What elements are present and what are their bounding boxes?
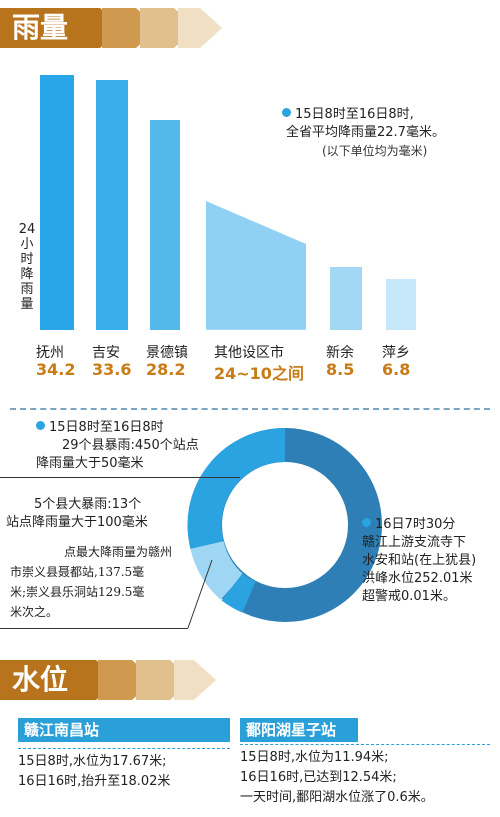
category-label: 萍乡 xyxy=(382,345,410,361)
max-line-1: 点最大降雨量为赣州 xyxy=(64,545,173,559)
category-label: 抚州 xyxy=(36,345,64,361)
bullet-dot-icon xyxy=(282,108,291,117)
storm-note-right: 16日7时30分 赣江上游支流寺下 水安和站(在上犹县) 洪峰水位252.01米… xyxy=(362,516,500,606)
max-line-3: 米;崇义县乐洞站129.5毫 xyxy=(10,585,145,599)
storm-line-2: 29个县暴雨:450个站点 xyxy=(62,438,199,453)
header-chevron xyxy=(200,8,222,48)
right-line-1: 16日7时30分 xyxy=(375,517,456,532)
header-band-2 xyxy=(98,660,132,700)
leader-line xyxy=(0,477,240,478)
station-xingzi-text: 15日8时,水位为11.94米; 16日16时,已达到12.54米; 一天时间,… xyxy=(240,748,498,808)
value-label: 28.2 xyxy=(146,360,186,379)
right-line-5: 超警戒0.01米。 xyxy=(362,589,456,604)
rain-section-title: 雨量 xyxy=(0,8,100,48)
max-line-4: 米次之。 xyxy=(10,605,59,619)
station-xingzi-title: 鄱阳湖星子站 xyxy=(240,718,358,742)
section-divider xyxy=(10,408,490,412)
st1-line-1: 15日8时,水位为17.67米; xyxy=(18,754,167,769)
header-band-3 xyxy=(136,660,170,700)
header-band-2 xyxy=(102,8,136,48)
storm-note-top: 15日8时至16日8时 29个县暴雨:450个站点 降雨量大于50毫米 xyxy=(36,419,266,473)
storm-line-1: 15日8时至16日8时 xyxy=(49,420,164,435)
category-label: 其他设区市 xyxy=(214,345,284,361)
st2-line-1: 15日8时,水位为11.94米; xyxy=(240,750,389,765)
category-label: 景德镇 xyxy=(146,345,188,361)
station-divider xyxy=(240,744,490,745)
bar-3 xyxy=(206,201,306,330)
bar-2 xyxy=(150,119,180,330)
donut-segment-mid xyxy=(187,427,286,550)
right-line-2: 赣江上游支流寺下 xyxy=(362,535,467,550)
donut-segment-mid-2 xyxy=(221,573,257,613)
summary-line-1: 15日8时至16日8时, xyxy=(295,107,414,122)
value-label: 24~10之间 xyxy=(214,364,304,383)
category-label: 新余 xyxy=(326,345,354,361)
header-chevron xyxy=(194,660,216,700)
bar-1 xyxy=(96,79,128,330)
bar-0 xyxy=(40,75,74,330)
header-band-4 xyxy=(174,660,194,700)
bar-4 xyxy=(330,266,362,330)
header-band-4 xyxy=(178,8,200,48)
st2-line-2: 16日16时,已达到12.54米; xyxy=(240,770,397,785)
station-nanchang-text: 15日8时,水位为17.67米; 16日16时,抬升至18.02米 xyxy=(18,752,238,792)
st1-line-2: 16日16时,抬升至18.02米 xyxy=(18,774,171,789)
unit-note: (以下单位均为毫米) xyxy=(322,144,428,158)
rain-summary: 15日8时至16日8时, 全省平均降雨量22.7毫米。 (以下单位均为毫米) xyxy=(282,106,492,160)
st2-line-3: 一天时间,鄱阳湖水位涨了0.6米。 xyxy=(240,790,434,805)
leader-line xyxy=(0,628,188,629)
water-section-title: 水位 xyxy=(0,660,96,700)
leader-line-diagonal xyxy=(187,559,213,629)
summary-line-2: 全省平均降雨量22.7毫米。 xyxy=(286,125,445,140)
station-nanchang-title: 赣江南昌站 xyxy=(18,718,230,742)
heavy-line-2: 站点降雨量大于100毫米 xyxy=(6,515,148,530)
category-label: 吉安 xyxy=(92,345,120,361)
heavy-line-1: 5个县大暴雨:13个 xyxy=(34,497,142,512)
right-line-4: 洪峰水位252.01米 xyxy=(362,571,473,586)
donut-segment-light xyxy=(190,540,244,600)
bar-5 xyxy=(386,279,416,330)
station-divider xyxy=(18,748,230,749)
header-band-3 xyxy=(140,8,174,48)
value-label: 6.8 xyxy=(382,360,411,379)
value-label: 33.6 xyxy=(92,360,132,379)
value-label: 34.2 xyxy=(36,360,76,379)
value-label: 8.5 xyxy=(326,360,355,379)
storm-note-heavy: 5个县大暴雨:13个 站点降雨量大于100毫米 xyxy=(6,496,206,532)
storm-line-3: 降雨量大于50毫米 xyxy=(36,456,144,471)
max-line-2: 市崇义县聂都站,137.5毫 xyxy=(10,565,145,579)
bullet-dot-icon xyxy=(362,518,371,527)
bullet-dot-icon xyxy=(36,421,45,430)
y-axis-label: 24小时降雨量 xyxy=(18,222,36,312)
right-line-3: 水安和站(在上犹县) xyxy=(362,553,477,568)
storm-note-max: 点最大降雨量为赣州 市崇义县聂都站,137.5毫 米;崇义县乐洞站129.5毫 … xyxy=(10,542,190,622)
